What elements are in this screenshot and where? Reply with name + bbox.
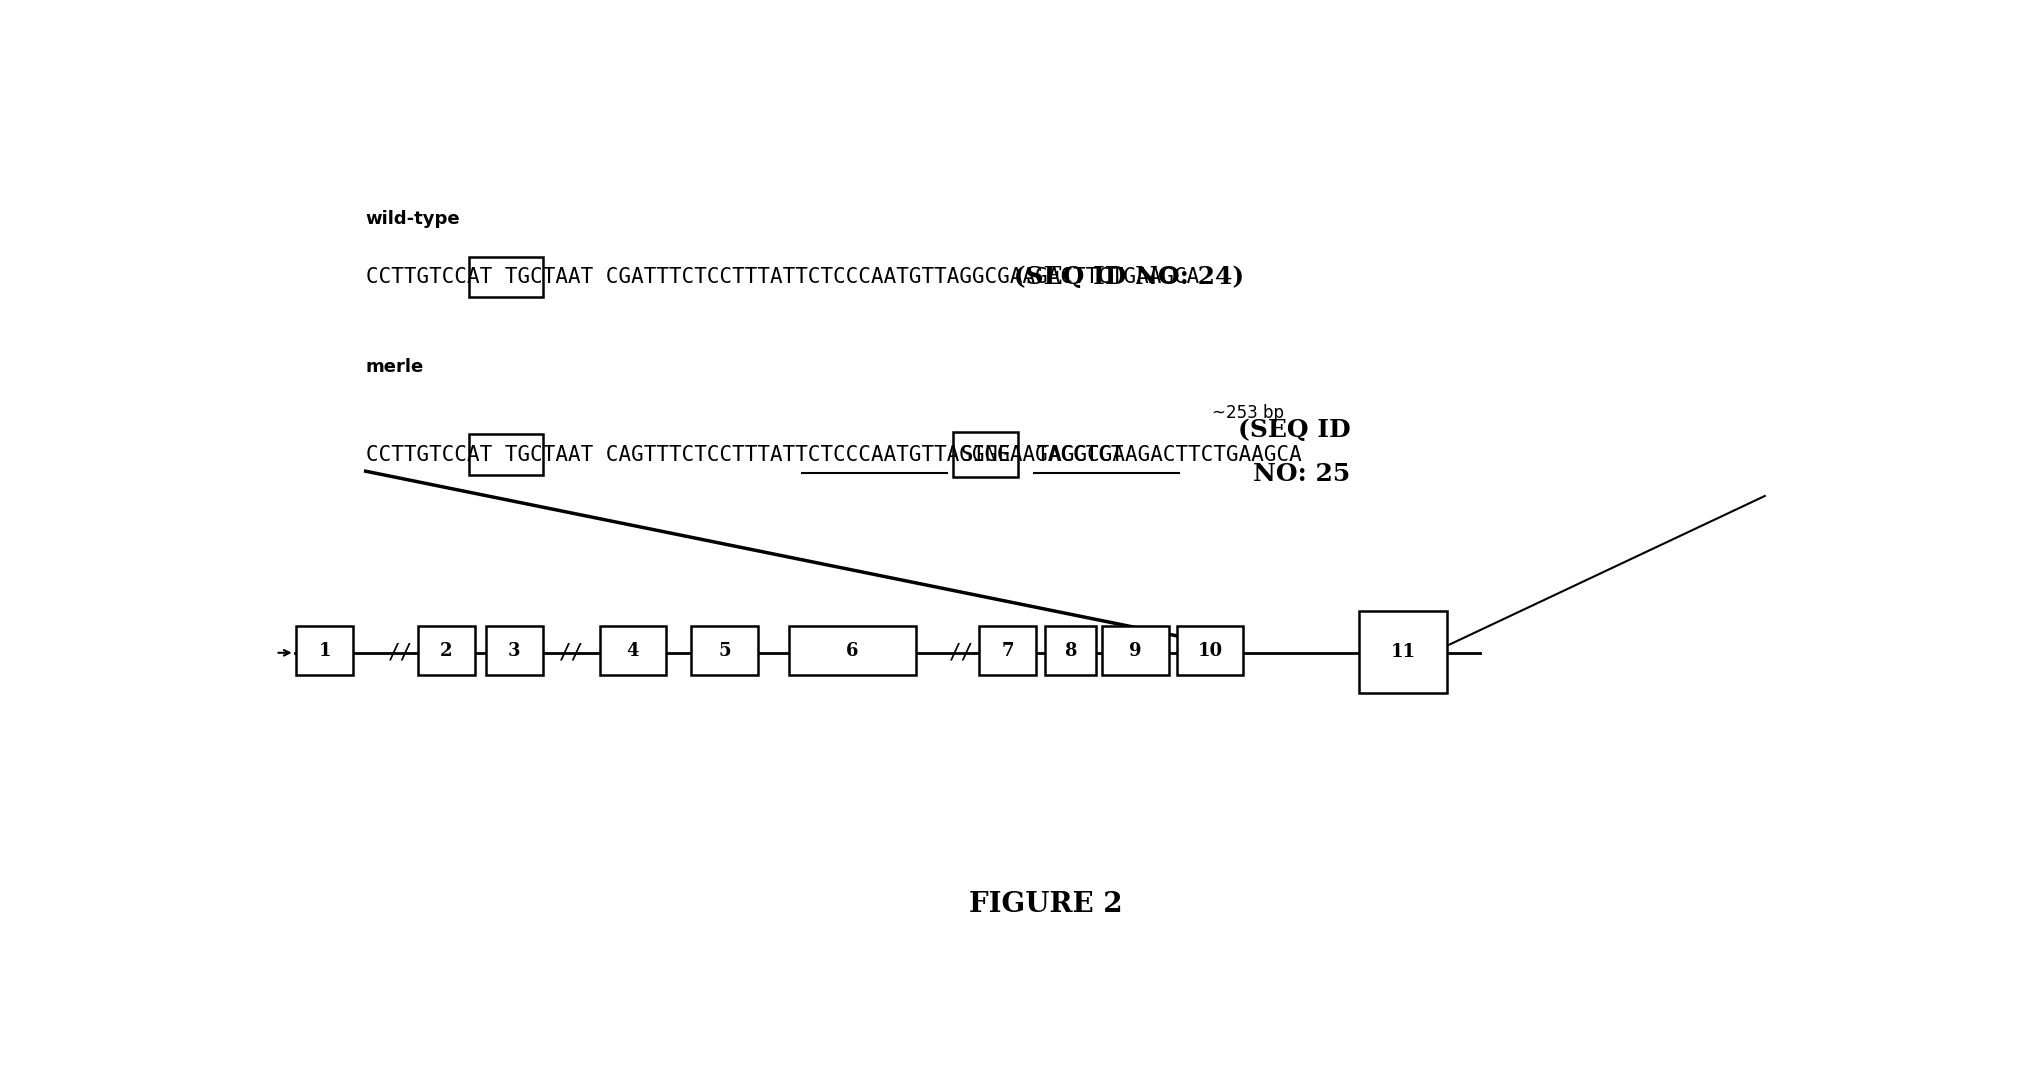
Text: ~253 bp: ~253 bp (1211, 404, 1283, 421)
FancyBboxPatch shape (979, 626, 1036, 675)
Text: wild-type: wild-type (365, 210, 461, 227)
Text: 3: 3 (508, 642, 520, 659)
Text: 1: 1 (318, 642, 330, 659)
Text: (SEQ ID NO: 24): (SEQ ID NO: 24) (1005, 265, 1244, 289)
Text: //: // (559, 643, 583, 662)
Text: CCTTGTCCAT TGCTAAT CGATTTCTCCTTTATTCTCCCAATGTTAGGCGAAGACTTCTGAAGCA: CCTTGTCCAT TGCTAAT CGATTTCTCCTTTATTCTCCC… (365, 267, 1199, 287)
Text: 9: 9 (1130, 642, 1142, 659)
Text: 8: 8 (1064, 642, 1077, 659)
FancyBboxPatch shape (1044, 626, 1095, 675)
Text: 2: 2 (440, 642, 453, 659)
FancyBboxPatch shape (1358, 611, 1446, 694)
Text: SINE: SINE (960, 445, 1011, 464)
Text: 11: 11 (1391, 643, 1415, 661)
Text: //: // (948, 643, 975, 662)
FancyBboxPatch shape (789, 626, 916, 675)
FancyBboxPatch shape (485, 626, 542, 675)
FancyBboxPatch shape (1101, 626, 1168, 675)
Text: 7: 7 (1001, 642, 1013, 659)
Text: NO: 25: NO: 25 (1252, 462, 1350, 486)
Text: FIGURE 2: FIGURE 2 (969, 891, 1121, 918)
Text: 5: 5 (718, 642, 730, 659)
Text: 4: 4 (626, 642, 638, 659)
Text: CCTTGTCCAT TGCTAAT CAGTTTCTCCTTTATTCTCCCAATGTTAGGGGAAGACCTCT: CCTTGTCCAT TGCTAAT CAGTTTCTCCTTTATTCTCCC… (365, 445, 1123, 464)
FancyBboxPatch shape (296, 626, 353, 675)
FancyBboxPatch shape (1177, 626, 1242, 675)
Text: merle: merle (365, 358, 424, 376)
Text: //: // (387, 643, 412, 662)
Text: 6: 6 (846, 642, 858, 659)
Text: TAGGCGAAGACTTCTGAAGCA: TAGGCGAAGACTTCTGAAGCA (1024, 445, 1301, 464)
Text: (SEQ ID: (SEQ ID (1238, 418, 1350, 443)
FancyBboxPatch shape (691, 626, 756, 675)
Text: 10: 10 (1197, 642, 1221, 659)
FancyBboxPatch shape (599, 626, 667, 675)
FancyBboxPatch shape (418, 626, 475, 675)
